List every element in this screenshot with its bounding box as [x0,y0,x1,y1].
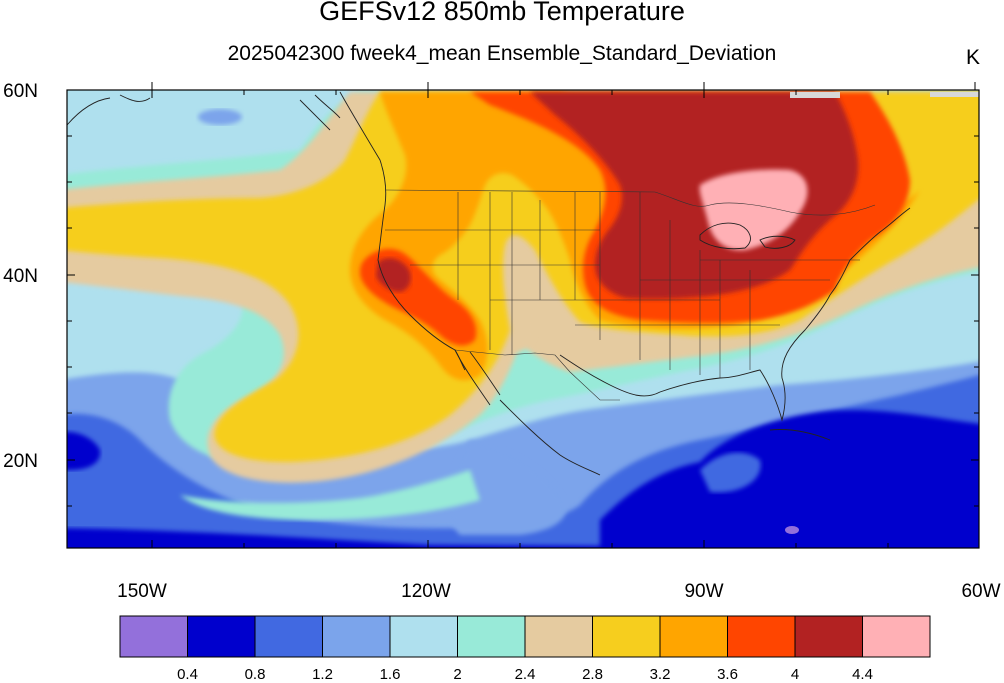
colorbar-level-label: 2.4 [515,666,536,683]
colorbar-level-label: 3.6 [717,666,738,683]
colorbar-swatch [187,615,256,658]
coastlines [67,91,911,476]
colorbar-labels: 0.4 0.8 1.2 1.6 2 2.4 2.8 3.2 3.6 4 4.4 [177,666,873,683]
colorbar-swatch [322,615,391,658]
lon-label-90w: 90W [684,581,723,602]
colorbar-swatch [457,615,526,658]
lat-label-20n: 20N [3,451,38,472]
contour-fill [67,90,979,548]
colorbar-swatch [524,615,593,658]
colorbar-level-label: 3.2 [650,666,671,683]
lat-label-40n: 40N [3,266,38,287]
colorbar [119,615,931,658]
colorbar-swatch [727,615,796,658]
plot-frame [66,89,980,549]
lon-label-150w: 150W [117,581,167,602]
units-label: K [966,46,981,69]
colorbar-swatch [659,615,728,658]
map-subtitle: 2025042300 fweek4_mean Ensemble_Standard… [227,42,777,65]
colorbar-level-label: 0.4 [177,666,198,683]
colorbar-level-label: 4 [791,666,799,683]
map-title: GEFSv12 850mb Temperature [319,0,685,26]
state-borders [384,189,876,401]
colorbar-level-label: 1.6 [380,666,401,683]
colorbar-swatch [254,615,323,658]
colorbar-swatch [119,615,188,658]
colorbar-level-label: 2 [453,666,461,683]
colorbar-level-label: 0.8 [245,666,266,683]
axis-ticks [67,82,979,548]
colorbar-level-label: 2.8 [582,666,603,683]
colorbar-level-label: 4.4 [852,666,873,683]
colorbar-swatch [862,615,931,658]
lat-label-60n: 60N [3,81,38,102]
colorbar-swatch [794,615,863,658]
lon-label-120w: 120W [401,581,451,602]
lon-label-60w: 60W [961,581,1000,602]
colorbar-swatch [389,615,458,658]
colorbar-level-label: 1.2 [312,666,333,683]
colorbar-swatch [592,615,661,658]
